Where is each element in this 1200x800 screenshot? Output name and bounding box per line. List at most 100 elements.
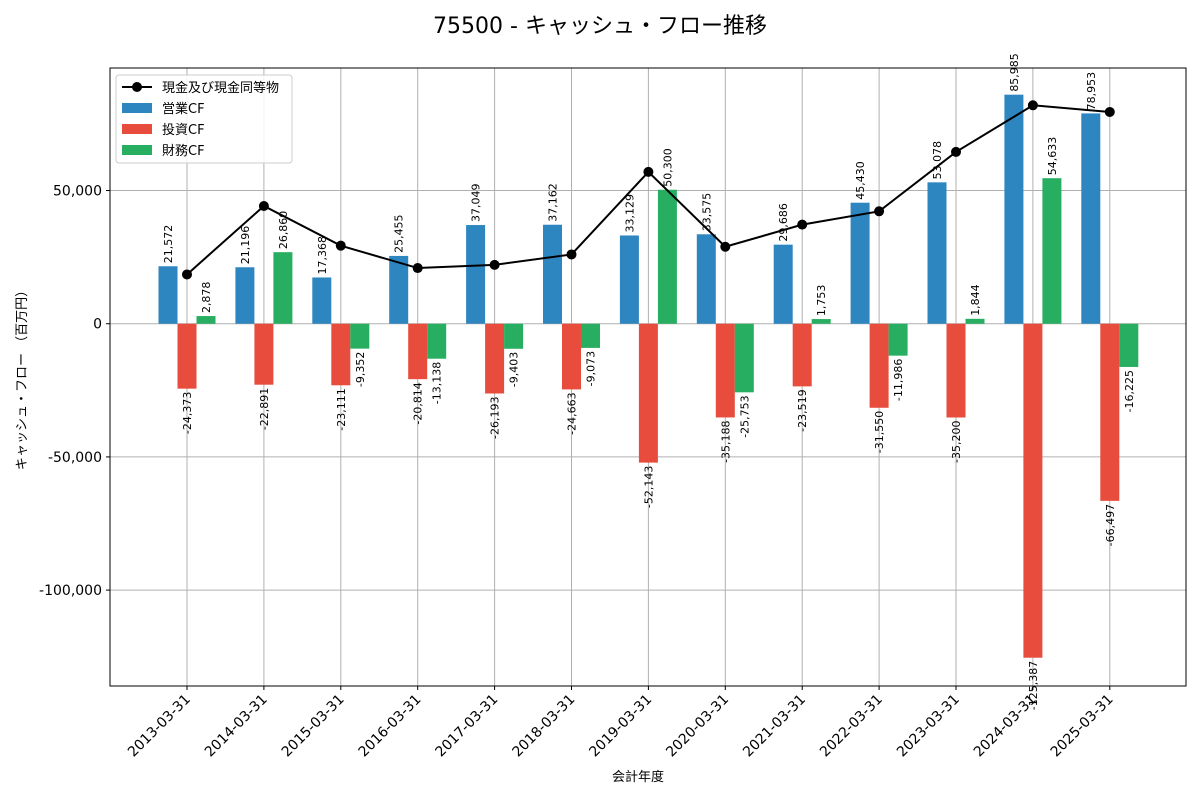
bar-営業CF	[466, 225, 486, 324]
bar-営業CF	[543, 224, 562, 324]
bar-value-label: 50,300	[661, 148, 674, 187]
bar-財務CF	[504, 323, 524, 349]
bar-value-label: 37,162	[547, 183, 560, 222]
cash-equivalents-point	[951, 146, 961, 157]
bar-財務CF	[965, 318, 985, 324]
bar-営業CF	[696, 234, 716, 324]
x-tick-label: 2016-03-31	[356, 692, 425, 761]
legend-box	[115, 74, 293, 164]
bar-value-label: -24,373	[181, 392, 194, 434]
x-tick-label: 2025-03-31	[1048, 692, 1117, 761]
x-tick-label: 2021-03-31	[740, 692, 809, 761]
bar-value-label: 37,049	[470, 184, 483, 222]
x-tick-label: 2018-03-31	[509, 692, 578, 761]
bar-営業CF	[312, 277, 332, 324]
cash-equivalents-point	[412, 263, 423, 274]
x-ticks: 2013-03-31 2014-03-31 2015-03-31 2016-03-31…	[125, 686, 1117, 760]
bar-財務CF	[196, 316, 216, 324]
bar-value-label: 45,430	[854, 161, 867, 200]
bar-投資CF	[715, 323, 735, 418]
x-tick-label: 2020-03-31	[663, 692, 732, 761]
x-axis-label: 会計年度	[612, 769, 664, 785]
bar-投資CF	[869, 323, 889, 408]
cash-equivalents-point	[874, 206, 885, 217]
bar-value-label: 33,575	[700, 193, 713, 232]
bar-営業CF	[1081, 113, 1101, 324]
cash-equivalents-point	[566, 249, 577, 260]
bar-value-label: 54,633	[1046, 137, 1059, 176]
bar-財務CF	[888, 323, 908, 356]
bar-財務CF	[1042, 178, 1062, 324]
bar-投資CF	[485, 323, 505, 394]
bar-value-label: 21,572	[162, 225, 175, 264]
bar-営業CF	[850, 202, 870, 324]
bar-財務CF	[350, 323, 370, 349]
bar-投資CF	[408, 323, 428, 380]
cash-equivalents-point	[182, 269, 192, 280]
bar-投資CF	[638, 323, 658, 463]
x-tick-label: 2017-03-31	[433, 692, 502, 761]
x-tick-label: 2024-03-31	[971, 692, 1040, 761]
legend-bar-swatch	[122, 124, 152, 134]
bar-labels: 21,572 21,196 17,368 25,455 37,049 37,162 33,1…	[162, 53, 1136, 710]
bar-営業CF	[158, 266, 178, 324]
bar-財務CF	[581, 323, 600, 348]
bar-value-label: 1,844	[969, 284, 982, 316]
legend-entry: 投資CF	[162, 122, 205, 138]
bar-value-label: -20,814	[412, 382, 425, 424]
bar-value-label: -52,143	[642, 466, 655, 508]
x-tick-label: 2015-03-31	[279, 692, 348, 761]
bar-投資CF	[331, 323, 351, 386]
bar-投資CF	[946, 323, 966, 418]
y-tick-label: -50,000	[48, 450, 102, 466]
bar-value-label: -11,986	[892, 359, 905, 401]
cash-equivalents-point	[335, 240, 346, 251]
bar-財務CF	[1119, 323, 1139, 367]
bar-財務CF	[734, 323, 754, 393]
bars	[158, 94, 1139, 658]
legend-entry: 財務CF	[162, 144, 205, 159]
cash-equivalents-point	[1104, 106, 1115, 117]
bar-投資CF	[562, 323, 581, 390]
bar-value-label: 26,860	[277, 211, 290, 250]
bar-営業CF	[1004, 94, 1024, 324]
bar-value-label: 78,953	[1085, 72, 1098, 111]
bar-value-label: -35,200	[950, 420, 963, 462]
bar-投資CF	[792, 323, 812, 387]
bar-value-label: 33,129	[623, 194, 636, 233]
bar-財務CF	[657, 189, 677, 324]
bar-財務CF	[427, 323, 447, 359]
bar-value-label: 85,985	[1008, 53, 1021, 92]
bar-value-label: 25,455	[393, 214, 406, 253]
bar-value-label: -31,550	[873, 411, 886, 453]
bar-value-label: 2,878	[200, 282, 213, 314]
bar-value-label: -9,352	[354, 352, 367, 387]
bar-value-label: -125,387	[1027, 661, 1040, 710]
bar-value-label: 21,196	[239, 226, 252, 265]
cash-equivalents-point	[797, 219, 808, 230]
cash-equivalents-point	[258, 200, 269, 211]
bar-value-label: -66,497	[1104, 504, 1117, 546]
bar-value-label: -9,073	[585, 351, 598, 386]
y-ticks: -100,000 -50,000 0 50,000	[39, 184, 110, 599]
bar-営業CF	[927, 182, 947, 324]
bar-value-label: -26,193	[489, 396, 502, 438]
cash-equivalents-point	[489, 259, 500, 270]
bar-投資CF	[254, 323, 274, 385]
bar-value-label: -16,225	[1123, 370, 1136, 412]
cash-equivalents-point	[1027, 100, 1038, 111]
x-tick-label: 2013-03-31	[125, 692, 194, 761]
bar-value-label: 29,686	[777, 203, 790, 242]
bar-投資CF	[1100, 323, 1120, 501]
cash-line	[182, 100, 1115, 280]
legend-entry: 営業CF	[162, 101, 205, 117]
bar-営業CF	[235, 267, 255, 324]
x-tick-label: 2014-03-31	[202, 692, 271, 761]
bar-value-label: -13,138	[431, 362, 444, 404]
legend-bar-swatch	[122, 103, 152, 113]
bar-value-label: -9,403	[508, 352, 521, 387]
bar-営業CF	[389, 255, 409, 324]
bar-value-label: 17,368	[316, 236, 329, 275]
